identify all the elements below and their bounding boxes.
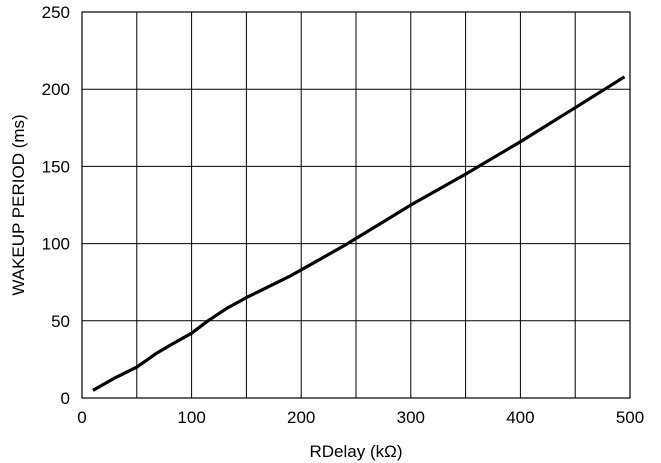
y-tick-label: 200 bbox=[42, 80, 70, 99]
series-line bbox=[92, 75, 626, 392]
x-axis-tick-labels: 0 100 200 300 400 500 bbox=[77, 408, 644, 427]
y-axis-tick-labels: 0 50 100 150 200 250 bbox=[42, 3, 70, 408]
plot-area-frame bbox=[81, 11, 631, 399]
y-tick-label: 50 bbox=[51, 312, 70, 331]
x-tick-label: 400 bbox=[506, 408, 534, 427]
x-tick-label: 0 bbox=[77, 408, 86, 427]
y-tick-label: 250 bbox=[42, 3, 70, 22]
x-axis-title: RDelay (kΩ) bbox=[310, 442, 403, 461]
y-tick-label: 0 bbox=[61, 389, 70, 408]
y-tick-label: 150 bbox=[42, 157, 70, 176]
y-tick-label: 100 bbox=[42, 235, 70, 254]
x-tick-label: 500 bbox=[616, 408, 644, 427]
grid bbox=[81, 11, 631, 399]
x-tick-label: 300 bbox=[397, 408, 425, 427]
y-axis-title: WAKEUP PERIOD (ms) bbox=[9, 114, 28, 295]
x-tick-label: 100 bbox=[177, 408, 205, 427]
x-tick-label: 200 bbox=[287, 408, 315, 427]
